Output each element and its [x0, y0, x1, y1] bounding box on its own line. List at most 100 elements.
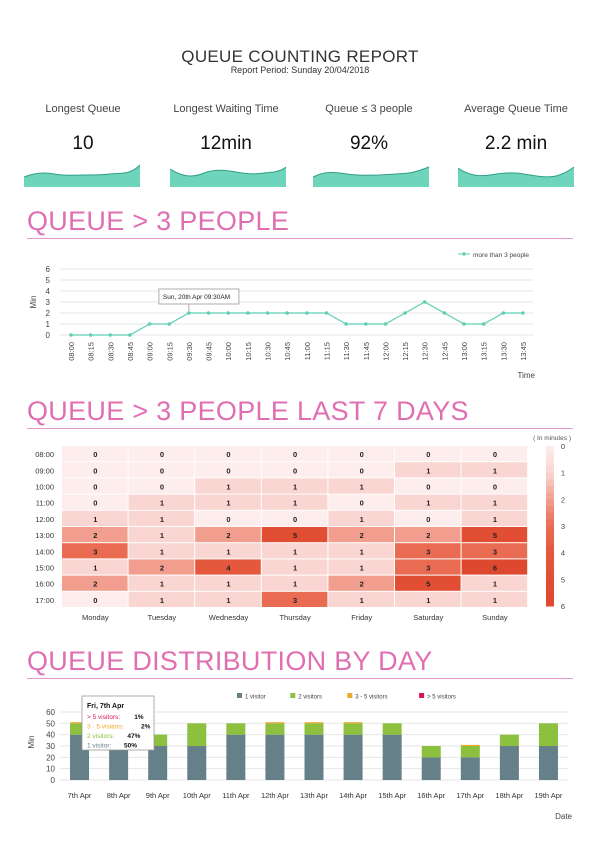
bar-segment	[382, 723, 402, 735]
tooltip-line-label: > 5 visitors:	[87, 714, 120, 721]
cell-value: 1	[360, 564, 364, 573]
x-tick-label: 19th Apr	[534, 791, 562, 800]
bar-segment	[460, 746, 480, 758]
bar-segment	[421, 757, 441, 780]
bar-segment	[343, 734, 363, 780]
cell-value: 1	[360, 596, 364, 605]
heatmap-cell	[62, 494, 128, 510]
heatmap-cell	[195, 446, 261, 462]
cell-value: 0	[160, 466, 164, 475]
x-tick-label: 10:30	[264, 342, 273, 361]
row-label: 10:00	[35, 483, 54, 492]
cell-value: 1	[160, 515, 164, 524]
y-tick-label: 50	[46, 719, 55, 728]
data-point	[501, 311, 506, 315]
heatmap-cell	[261, 462, 328, 478]
cell-value: 1	[160, 547, 164, 556]
cell-value: 0	[93, 450, 97, 459]
cell-value: 2	[93, 580, 97, 589]
x-tick-label: 11:30	[342, 342, 351, 360]
heatmap-cell	[195, 559, 261, 575]
row-label: 11:00	[36, 499, 54, 508]
cell-value: 0	[360, 450, 364, 459]
cell-value: 0	[226, 450, 230, 459]
row-label: 08:00	[35, 450, 54, 459]
column-label: Wednesday	[209, 613, 249, 622]
data-point	[481, 322, 486, 326]
bar-segment	[187, 723, 207, 746]
y-tick-label: 4	[46, 287, 51, 296]
x-tick-label: 12:00	[381, 342, 390, 361]
scale-tick-label: 3	[561, 522, 565, 531]
heatmap-cell	[261, 591, 328, 607]
heatmap-cell	[128, 494, 195, 510]
cell-value: 1	[160, 596, 164, 605]
x-tick-label: 16th Apr	[417, 791, 445, 800]
x-tick-label: 9th Apr	[146, 791, 170, 800]
x-tick-label: 11:45	[362, 342, 371, 360]
y-tick-label: 1	[46, 320, 51, 329]
heatmap-cell	[395, 543, 461, 559]
y-tick-label: 60	[46, 708, 55, 717]
heatmap-cell	[62, 575, 128, 591]
cell-value: 1	[493, 596, 497, 605]
legend-label: more than 3 people	[473, 252, 529, 259]
scale-segment	[546, 479, 554, 487]
x-tick-label: 10:15	[244, 342, 253, 361]
scale-segment	[546, 526, 554, 534]
x-tick-label: 10th Apr	[183, 791, 211, 800]
cell-value: 1	[226, 547, 230, 556]
section-title-last-7-days: QUEUE > 3 PEOPLE LAST 7 DAYS	[27, 396, 469, 426]
x-tick-label: 08:30	[106, 342, 115, 361]
x-tick-label: 08:45	[126, 342, 135, 361]
kpi-average-queue-time: Average Queue Time 2.2 min	[446, 103, 586, 155]
cell-value: 1	[226, 596, 230, 605]
column-label: Friday	[351, 613, 372, 622]
cell-value: 1	[293, 483, 297, 492]
x-axis-label: Time	[518, 371, 536, 380]
cell-value: 0	[493, 450, 497, 459]
heatmap-cell	[261, 478, 328, 494]
scale-segment	[546, 599, 554, 607]
scale-segment	[546, 446, 554, 454]
cell-value: 1	[360, 547, 364, 556]
legend-swatch	[237, 693, 242, 698]
legend-label: 2 visitors	[298, 695, 322, 701]
y-tick-label: 0	[46, 331, 51, 340]
scale-segment	[546, 459, 554, 467]
heatmap-cell	[261, 510, 328, 526]
heatmap-cell	[128, 543, 195, 559]
kpi-value: 92%	[349, 133, 389, 154]
y-tick-label: 40	[46, 731, 55, 740]
heatmap-cell	[395, 462, 461, 478]
legend-swatch	[347, 693, 353, 698]
heatmap-cell	[261, 559, 328, 575]
x-tick-label: 10:00	[224, 342, 233, 361]
report-title: QUEUE COUNTING REPORT	[181, 47, 419, 66]
heatmap-cell	[195, 462, 261, 478]
cell-value: 1	[293, 547, 297, 556]
sparkline-average-queue-time	[458, 166, 574, 187]
cell-value: 1	[93, 515, 97, 524]
cell-value: 0	[426, 483, 430, 492]
heatmap-cell	[328, 462, 394, 478]
heatmap-cell	[195, 527, 261, 543]
cell-value: 1	[160, 580, 164, 589]
bar-segment	[382, 734, 402, 780]
scale-segment	[546, 539, 554, 547]
heatmap-cell	[128, 527, 195, 543]
heatmap-cell	[195, 478, 261, 494]
cell-value: 0	[160, 450, 164, 459]
x-tick-label: 14th Apr	[339, 791, 367, 800]
bar-segment	[460, 757, 480, 780]
kpi-longest-queue: Longest Queue 10	[13, 103, 153, 155]
heatmap-cell	[62, 462, 128, 478]
sparkline-queue-le-3	[313, 166, 429, 187]
heatmap-cell	[461, 591, 528, 607]
y-tick-label: 6	[46, 265, 51, 274]
cell-value: 1	[93, 564, 97, 573]
line-chart: 0 1 2 3 4 5 6 Min 08:00 08:15 08:30 08:45 09:00 09:15…	[29, 252, 536, 380]
scale-segment	[546, 506, 554, 514]
cell-value: 1	[160, 499, 164, 508]
y-axis-label: Min	[29, 296, 38, 309]
